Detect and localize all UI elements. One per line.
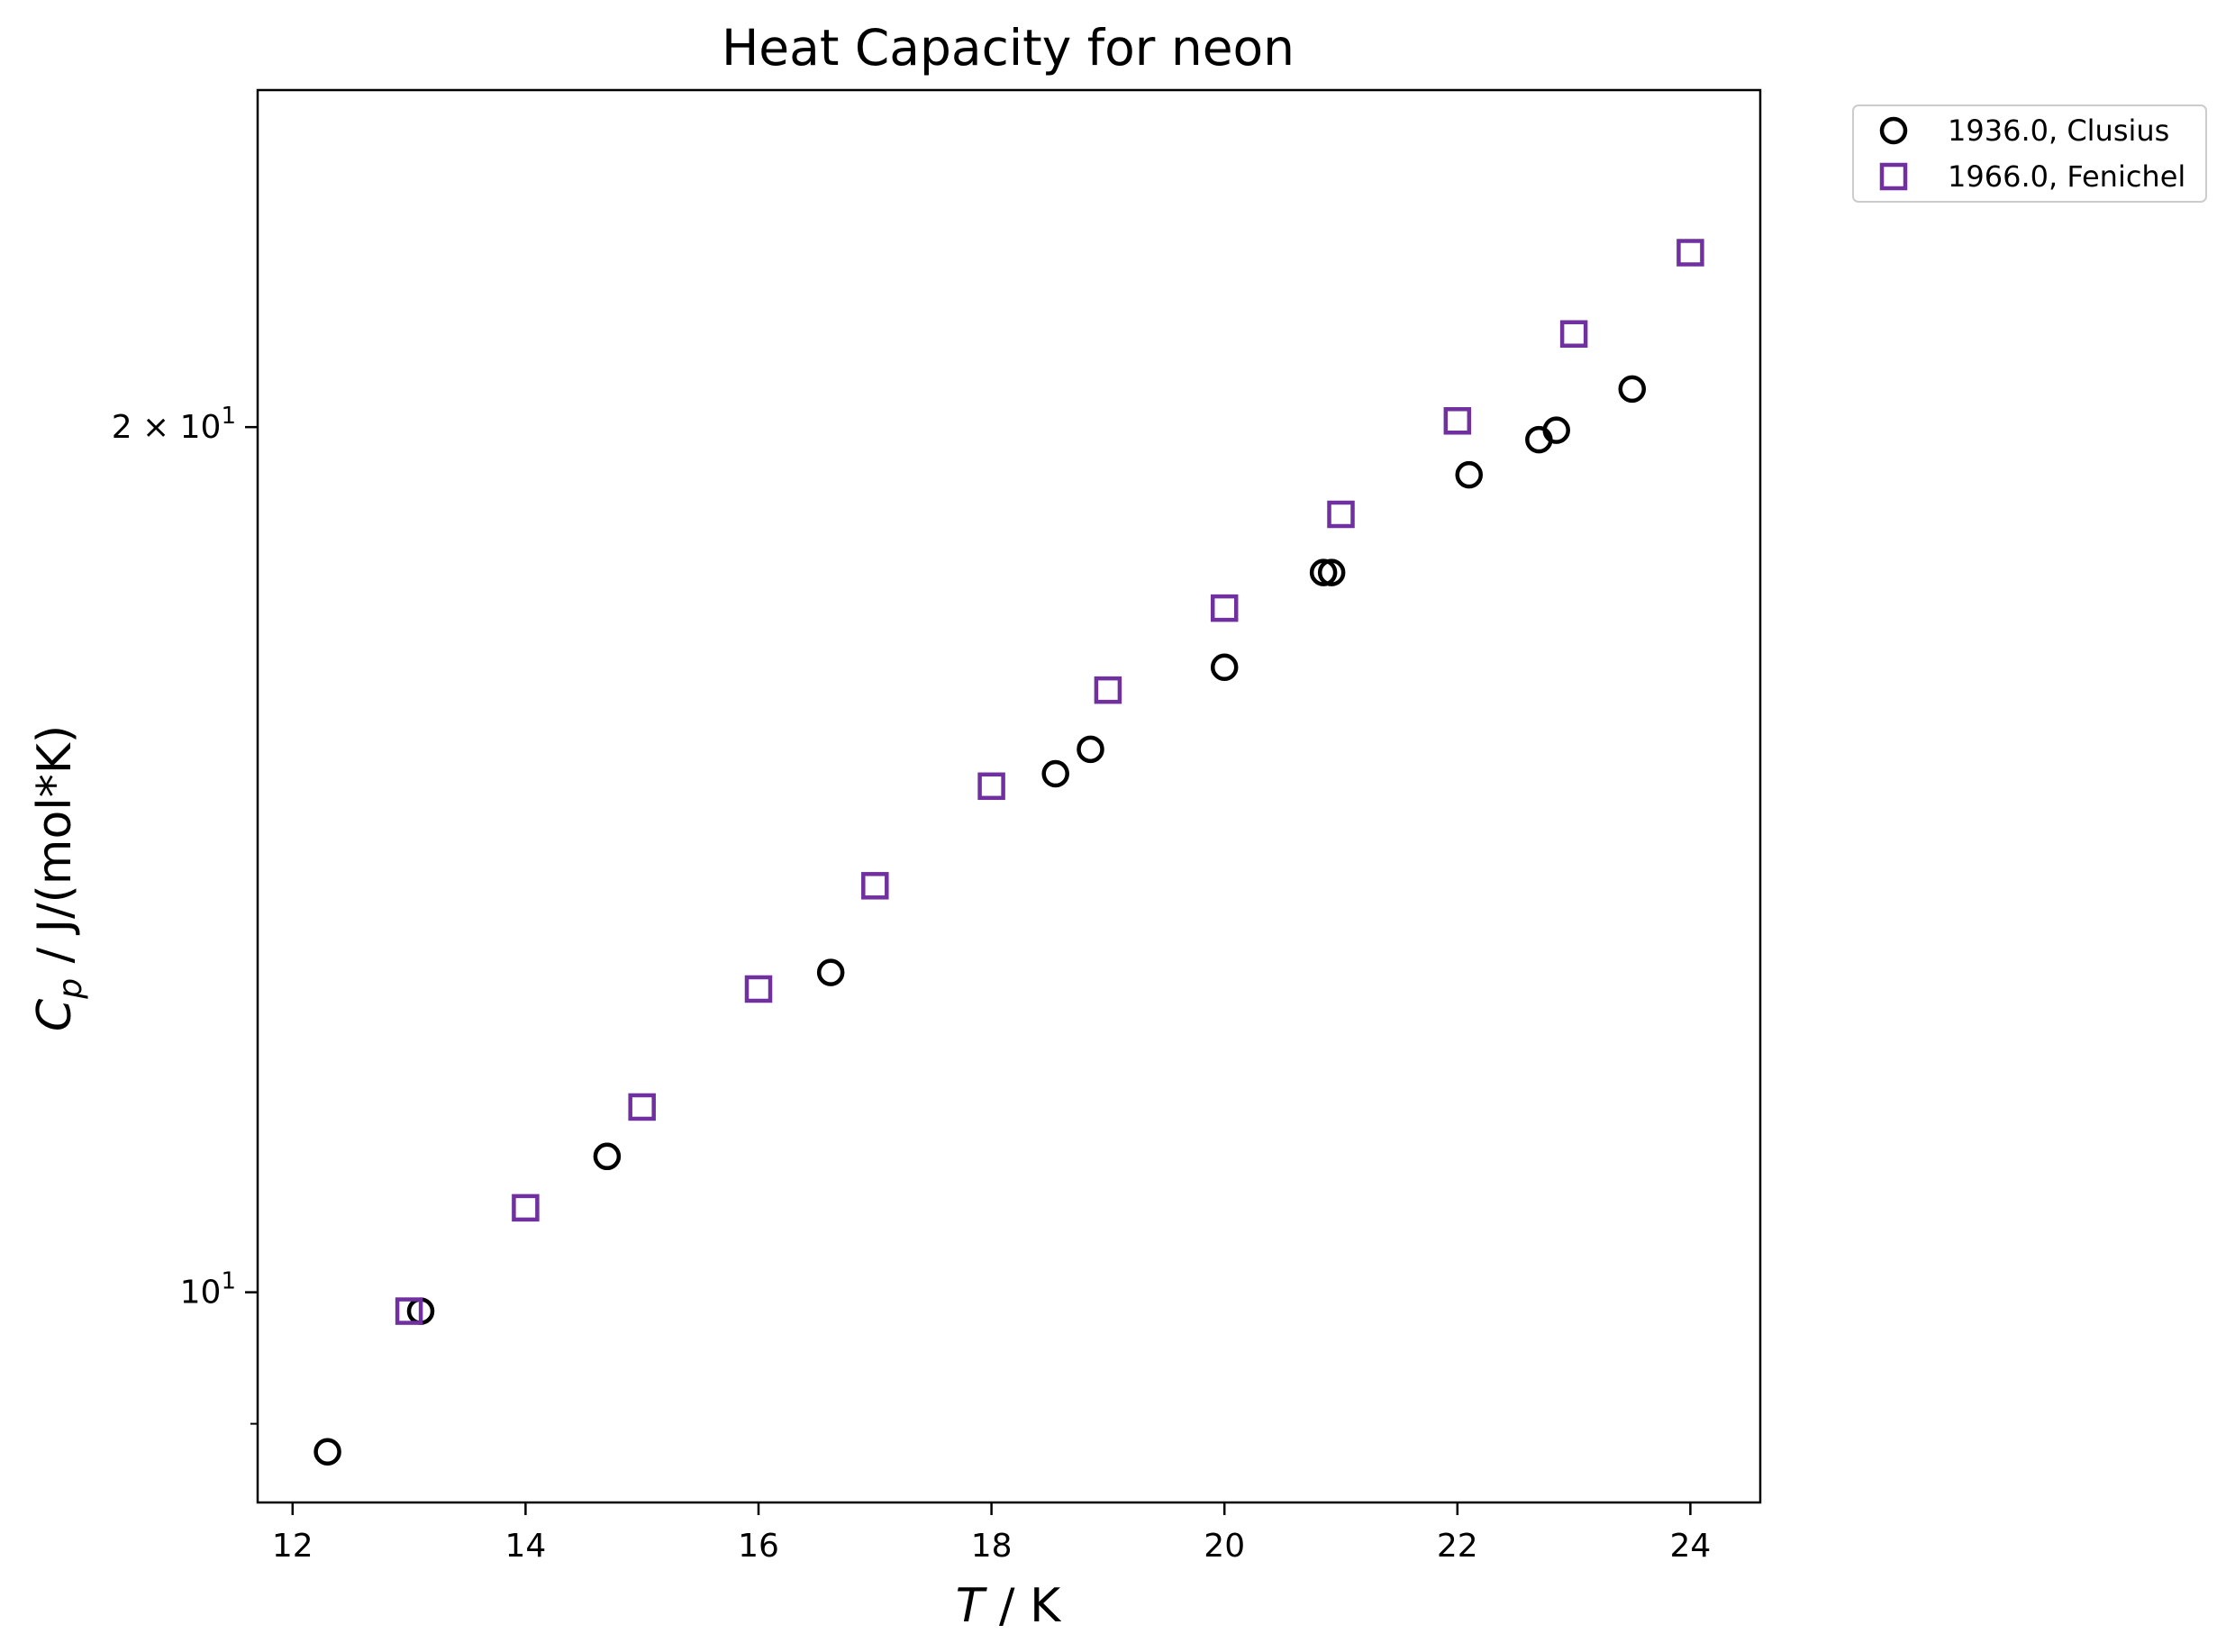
data-point-circle [1542,416,1570,444]
legend-label-clusius: 1936.0, Clusius [1948,113,2169,148]
x-tick-label: 24 [1670,1528,1712,1565]
data-point-square [1094,676,1122,704]
x-tick-label: 16 [738,1528,779,1565]
data-point-square [1210,594,1239,622]
x-tick-label: 22 [1437,1528,1478,1565]
data-point-square [1443,407,1472,435]
x-tick-label: 18 [971,1528,1013,1565]
data-point-square [861,872,889,900]
data-point-circle [1210,653,1239,681]
x-axis-label: T / K [956,1579,1062,1633]
chart-title: Heat Capacity for neon [722,19,1295,77]
data-point-square [744,975,773,1003]
data-point-circle [593,1142,622,1171]
data-point-square [1559,320,1588,348]
data-point-square [1676,239,1704,267]
legend-marker-fenichel [1879,162,1908,191]
y-tick-label: 101 [180,1268,236,1312]
data-point-circle [1077,735,1104,764]
data-point-circle [816,958,845,986]
x-tick-label: 14 [504,1528,546,1565]
legend: 1936.0, Clusius 1966.0, Fenichel [1852,104,2207,203]
x-axis-ticks: 12 14 16 18 20 22 24 [272,1502,1711,1565]
data-point-square [1327,500,1355,529]
data-point-circle [1618,375,1647,404]
data-point-square [395,1297,423,1325]
x-tick-label: 12 [272,1528,313,1565]
data-point-circle [1041,759,1069,788]
legend-marker-clusius [1879,116,1908,145]
data-point-square [977,772,1005,801]
y-axis-label: Cp / J/(mol*K) [28,725,89,1031]
plot-frame [256,88,1762,1504]
y-axis-ticks: 101 2 × 101 [112,403,258,1425]
series-fenichel [395,239,1704,1325]
data-point-circle [313,1438,341,1466]
y-tick-label: 2 × 101 [112,403,236,446]
data-point-square [628,1093,656,1121]
data-point-circle [1309,558,1338,586]
data-point-square [512,1194,540,1222]
legend-box [1852,104,2207,203]
data-points [313,239,1704,1466]
legend-label-fenichel: 1966.0, Fenichel [1948,159,2185,194]
data-point-circle [1455,460,1483,489]
x-tick-label: 20 [1204,1528,1245,1565]
data-point-circle [1317,558,1346,586]
